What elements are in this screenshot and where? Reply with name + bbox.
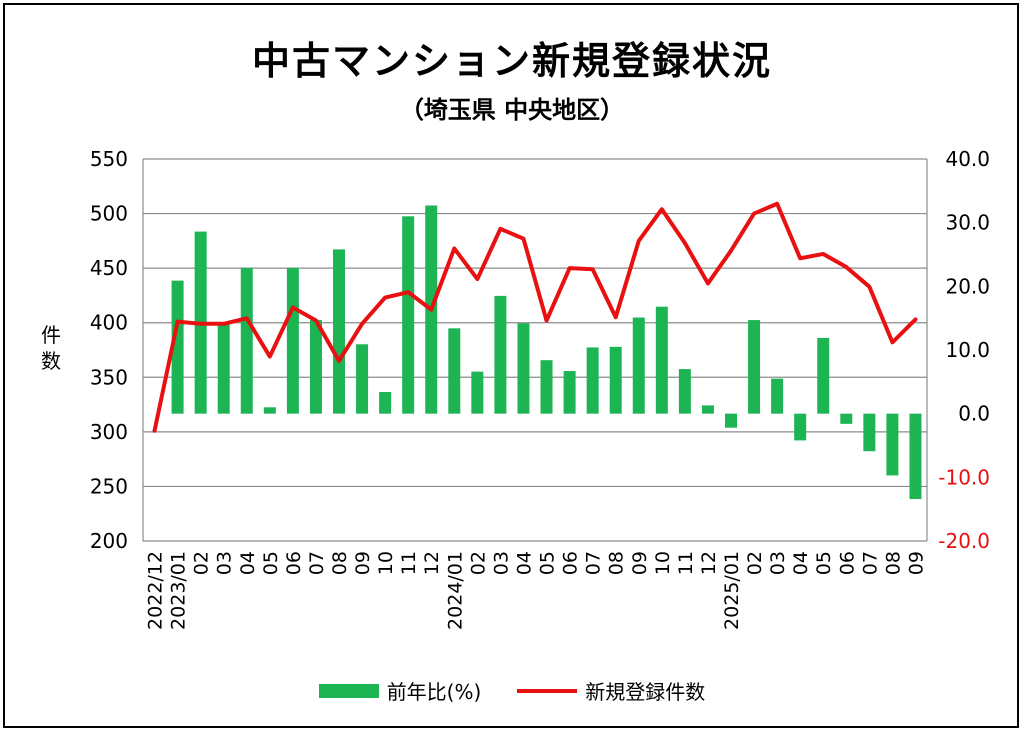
y-left-tick-label: 350	[90, 365, 128, 389]
x-tick-label: 04	[513, 551, 535, 575]
y-right-tick-label: 30.0	[945, 211, 990, 235]
y-left-tick-label: 300	[90, 420, 128, 444]
legend-item-bar: 前年比(%)	[318, 676, 482, 705]
bar	[817, 337, 830, 414]
bar	[863, 413, 876, 452]
bar	[886, 413, 899, 476]
bar	[632, 317, 645, 414]
bar	[471, 371, 484, 414]
legend-label-line: 新規登録件数	[585, 680, 706, 704]
bar	[356, 344, 369, 414]
y-right-tick-label: -10.0	[938, 465, 990, 489]
legend-swatch-line	[517, 688, 578, 693]
legend-label-bar: 前年比(%)	[386, 680, 482, 704]
x-tick-label: 02	[744, 551, 766, 575]
bar	[379, 392, 392, 414]
x-tick-label: 08	[606, 551, 628, 575]
x-tick-label: 03	[490, 551, 512, 575]
x-tick-label: 07	[859, 551, 881, 575]
x-tick-label: 08	[329, 551, 351, 575]
x-tick-label: 12	[421, 551, 443, 575]
x-tick-label: 2024/01	[444, 551, 466, 630]
x-axis: 2022/12 2023/01 02 03 04 05 06 07 08 09 10 11 12 2024…	[145, 551, 928, 630]
y-axis-right: 40.0 30.0 20.0 10.0 0.0 -10.0 -20.0	[938, 147, 990, 553]
bar	[171, 280, 184, 414]
x-tick-label: 05	[537, 551, 559, 575]
x-tick-label: 04	[237, 551, 259, 575]
y-axis-label: 件数	[41, 323, 61, 373]
x-tick-label: 02	[467, 551, 489, 575]
bar	[402, 216, 415, 414]
bar	[333, 249, 345, 414]
bar	[586, 347, 599, 414]
chart-title: 中古マンション新規登録状況	[251, 39, 772, 83]
y-right-tick-label: 10.0	[945, 338, 990, 362]
bar	[678, 369, 691, 414]
x-tick-label: 02	[191, 551, 213, 575]
legend-swatch-bar	[318, 683, 379, 698]
bar	[217, 323, 230, 414]
y-left-tick-label: 200	[90, 529, 128, 553]
y-right-tick-label: 0.0	[958, 402, 990, 426]
gridlines	[142, 158, 928, 542]
x-tick-label: 06	[283, 551, 305, 575]
bar	[494, 295, 507, 414]
bar	[309, 320, 322, 414]
bar	[263, 407, 276, 414]
x-tick-label: 2023/01	[168, 551, 190, 630]
bar	[771, 378, 784, 414]
bar	[725, 413, 737, 428]
x-tick-label: 10	[375, 551, 397, 575]
x-tick-label: 07	[583, 551, 605, 575]
bar	[240, 267, 253, 414]
x-tick-label: 09	[352, 551, 374, 575]
x-tick-label: 09	[629, 551, 651, 575]
bar	[909, 413, 922, 499]
y-right-tick-label: -20.0	[938, 529, 990, 553]
bar	[286, 267, 299, 414]
x-tick-label: 2025/01	[721, 551, 743, 630]
y-left-tick-label: 500	[90, 202, 128, 226]
chart-subtitle: （埼玉県 中央地区）	[399, 96, 625, 124]
bar	[840, 413, 853, 424]
x-tick-label: 10	[652, 551, 674, 575]
x-tick-label: 08	[882, 551, 904, 575]
x-tick-label: 03	[767, 551, 789, 575]
x-tick-label: 11	[675, 551, 697, 575]
y-left-tick-label: 400	[90, 311, 128, 335]
y-right-tick-label: 20.0	[945, 274, 990, 298]
x-tick-label: 06	[560, 551, 582, 575]
y-left-tick-label: 450	[90, 256, 128, 280]
bar	[748, 320, 761, 414]
x-tick-label: 2022/12	[145, 551, 167, 630]
bar	[655, 306, 668, 414]
line-series	[152, 201, 918, 433]
x-tick-label: 05	[260, 551, 282, 575]
x-tick-label: 03	[214, 551, 236, 575]
bar	[701, 405, 714, 414]
x-tick-label: 05	[813, 551, 835, 575]
x-tick-label: 04	[790, 551, 812, 575]
y-right-tick-label: 40.0	[945, 147, 990, 171]
legend-item-line: 新規登録件数	[517, 676, 705, 705]
y-axis-left: 550 500 450 400 350 300 250 200	[90, 147, 128, 553]
y-left-tick-label: 550	[90, 147, 128, 171]
line-path	[152, 201, 918, 433]
bar	[517, 323, 530, 414]
x-tick-label: 09	[905, 551, 927, 575]
bar	[448, 328, 461, 414]
bar	[540, 360, 553, 414]
x-tick-label: 06	[836, 551, 858, 575]
y-left-tick-label: 250	[90, 474, 128, 498]
legend: 前年比(%) 新規登録件数	[0, 676, 1024, 705]
x-tick-label: 12	[698, 551, 720, 575]
bar	[563, 371, 576, 414]
bar-series	[171, 205, 922, 499]
x-tick-label: 07	[306, 551, 328, 575]
x-tick-label: 11	[398, 551, 420, 575]
bar	[794, 413, 807, 441]
bar	[609, 346, 622, 414]
